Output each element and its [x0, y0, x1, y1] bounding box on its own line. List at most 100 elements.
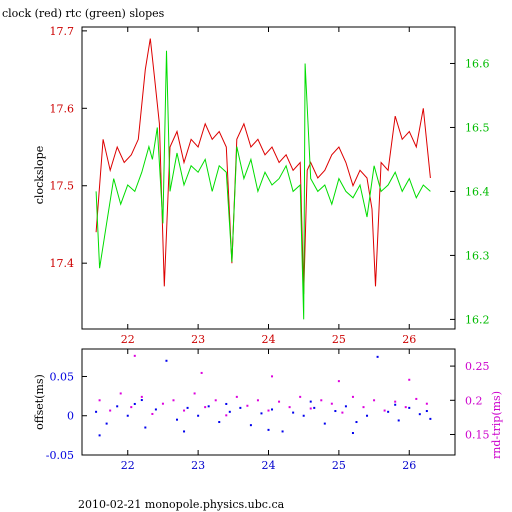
x-tick-label: 22 [121, 459, 135, 472]
data-point-offset [366, 414, 369, 417]
y-left-tick-label: 0 [67, 410, 74, 423]
data-point-offset [144, 426, 147, 429]
data-point-rnd-trip [330, 402, 333, 405]
data-point-offset [105, 422, 108, 425]
data-point-rnd-trip [425, 402, 428, 405]
y-right-tick-label: 16.5 [465, 121, 490, 134]
data-point-rnd-trip [373, 399, 376, 402]
data-point-offset [292, 411, 295, 414]
data-point-offset [116, 405, 119, 408]
data-point-rnd-trip [394, 400, 397, 403]
data-point-rnd-trip [140, 395, 143, 398]
y-left-tick-label: 17.5 [50, 180, 75, 193]
x-tick-label: 26 [402, 333, 416, 346]
data-point-offset [387, 410, 390, 413]
data-point-rnd-trip [341, 411, 344, 414]
data-point-rnd-trip [320, 399, 323, 402]
top-series-group [95, 38, 431, 320]
x-tick-label: 25 [332, 459, 346, 472]
data-point-rnd-trip [130, 406, 133, 409]
x-tick-label: 24 [262, 333, 276, 346]
data-point-offset [429, 417, 432, 420]
x-tick-label: 25 [332, 333, 346, 346]
x-tick-label: 24 [262, 459, 276, 472]
series-line-clock [95, 38, 431, 295]
data-point-rnd-trip [183, 409, 186, 412]
top-y-axis-right: 16.2 16.3 16.4 16.5 16.6 [450, 57, 490, 326]
x-tick-label: 23 [191, 333, 205, 346]
data-point-offset [225, 402, 228, 405]
data-point-rnd-trip [151, 412, 154, 415]
x-tick-label: 26 [402, 459, 416, 472]
bottom-chart-ylabel-left: offset(ms) [33, 374, 46, 430]
y-right-tick-label: 16.3 [465, 249, 490, 262]
data-point-offset [309, 400, 312, 403]
data-point-rnd-trip [271, 375, 274, 378]
data-point-offset [323, 422, 326, 425]
data-point-offset [425, 410, 428, 413]
data-point-rnd-trip [133, 354, 136, 357]
y-right-tick-label: 16.6 [465, 57, 490, 70]
data-point-offset [165, 359, 168, 362]
data-point-offset [154, 408, 157, 411]
data-point-offset [249, 424, 252, 427]
data-point-rnd-trip [309, 407, 312, 410]
y-right-tick-label: 16.2 [465, 313, 490, 326]
data-point-offset [355, 421, 358, 424]
data-point-offset [126, 414, 129, 417]
bottom-x-axis: 22 23 24 25 26 [121, 349, 416, 472]
data-point-rnd-trip [246, 404, 249, 407]
data-point-rnd-trip [278, 400, 281, 403]
data-point-rnd-trip [362, 406, 365, 409]
bottom-series-group [95, 354, 432, 437]
data-point-offset [271, 408, 274, 411]
x-tick-label: 22 [121, 333, 135, 346]
data-point-rnd-trip [161, 402, 164, 405]
y-left-tick-label: 0.05 [50, 370, 75, 383]
data-point-offset [98, 434, 101, 437]
data-point-rnd-trip [200, 371, 203, 374]
data-point-rnd-trip [193, 392, 196, 395]
top-x-axis: 22 23 24 25 26 [121, 27, 416, 346]
data-point-offset [394, 403, 397, 406]
top-chart-title: clock (red) rtc (green) slopes [2, 7, 165, 20]
data-point-rnd-trip [408, 378, 411, 381]
data-point-offset [186, 406, 189, 409]
data-point-rnd-trip [299, 395, 302, 398]
data-point-offset [197, 414, 200, 417]
data-point-rnd-trip [404, 406, 407, 409]
bottom-y-axis-right: 0.15 0.2 0.25 [450, 360, 490, 441]
y-right-tick-label: 16.4 [465, 185, 490, 198]
data-point-rnd-trip [415, 397, 418, 400]
data-point-rnd-trip [256, 399, 259, 402]
y-right-tick-label: 0.15 [465, 428, 490, 441]
bottom-chart-ylabel-right: rnd-trip(ms) [490, 391, 503, 459]
data-point-offset [228, 410, 231, 413]
data-point-rnd-trip [98, 399, 101, 402]
data-point-offset [302, 414, 305, 417]
bottom-y-axis-left: -0.05 0 0.05 [46, 370, 87, 462]
data-point-rnd-trip [172, 399, 175, 402]
data-point-rnd-trip [235, 395, 238, 398]
top-y-axis-left: 17.4 17.5 17.6 17.7 [50, 25, 87, 270]
data-point-rnd-trip [267, 409, 270, 412]
y-left-tick-label: 17.6 [50, 102, 75, 115]
bottom-plot-frame [81, 348, 456, 456]
data-point-offset [95, 410, 98, 413]
data-point-offset [344, 405, 347, 408]
data-point-offset [376, 355, 379, 358]
data-point-offset [140, 399, 143, 402]
data-point-offset [218, 421, 221, 424]
data-point-offset [267, 428, 270, 431]
data-point-offset [133, 402, 136, 405]
data-point-rnd-trip [204, 406, 207, 409]
data-point-offset [281, 430, 284, 433]
data-point-offset [418, 413, 421, 416]
data-point-offset [239, 406, 242, 409]
data-point-offset [183, 430, 186, 433]
data-point-offset [176, 418, 179, 421]
y-right-tick-label: 0.25 [465, 360, 490, 373]
data-point-offset [334, 410, 337, 413]
top-chart-ylabel: clockslope [33, 146, 46, 204]
